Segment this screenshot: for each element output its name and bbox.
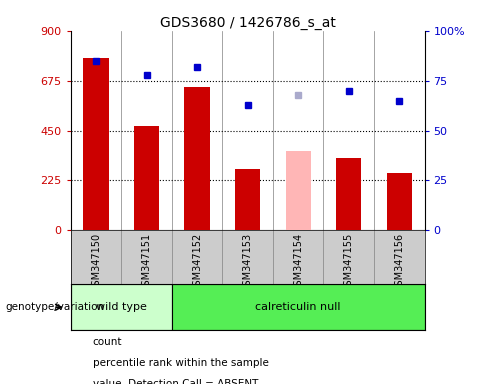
Text: calreticulin null: calreticulin null	[255, 302, 341, 312]
Bar	[71, 284, 172, 330]
Text: GSM347156: GSM347156	[394, 233, 404, 292]
Text: GSM347155: GSM347155	[344, 233, 354, 292]
Bar	[83, 58, 109, 230]
Bar	[285, 151, 311, 230]
Text: GSM347152: GSM347152	[192, 233, 202, 292]
Title: GDS3680 / 1426786_s_at: GDS3680 / 1426786_s_at	[160, 16, 336, 30]
Text: GSM347153: GSM347153	[243, 233, 253, 292]
Bar	[134, 126, 159, 230]
Text: GSM347150: GSM347150	[91, 233, 101, 292]
Bar	[235, 169, 260, 230]
Text: percentile rank within the sample: percentile rank within the sample	[93, 358, 268, 368]
Bar	[184, 87, 210, 230]
Text: wild type: wild type	[96, 302, 147, 312]
Bar	[336, 158, 362, 230]
Text: value, Detection Call = ABSENT: value, Detection Call = ABSENT	[93, 379, 258, 384]
Bar	[172, 284, 425, 330]
Bar	[386, 173, 412, 230]
Text: GSM347151: GSM347151	[142, 233, 152, 292]
Text: count: count	[93, 337, 122, 347]
Text: genotype/variation: genotype/variation	[5, 302, 104, 312]
Text: GSM347154: GSM347154	[293, 233, 303, 292]
